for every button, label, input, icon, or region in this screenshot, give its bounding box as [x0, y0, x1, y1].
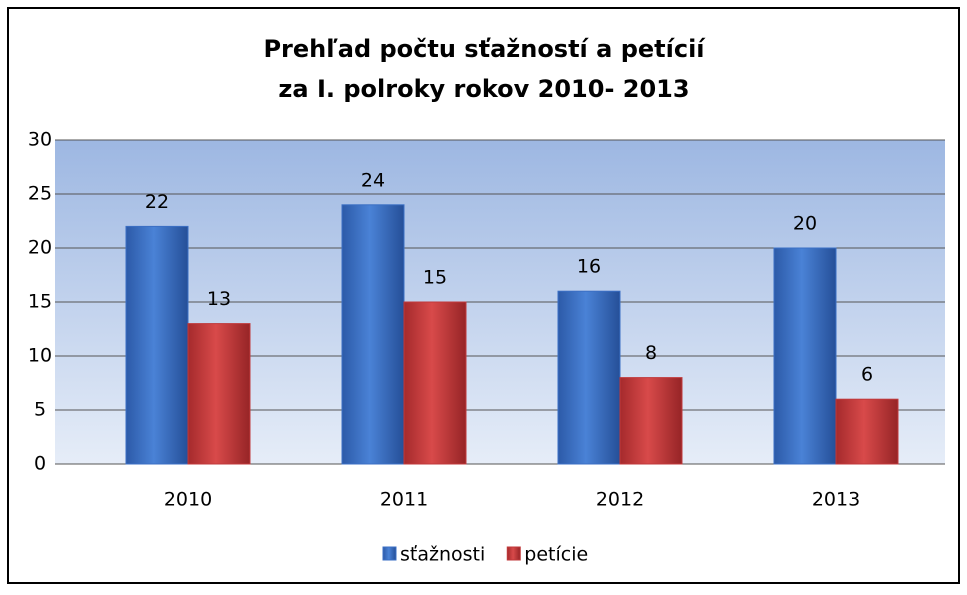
legend-label: sťažnosti	[400, 544, 485, 566]
data-label: 8	[645, 342, 657, 364]
data-label: 16	[577, 256, 601, 278]
bar	[835, 398, 899, 465]
y-tick-label: 20	[28, 237, 52, 259]
chart-title: za I. polroky rokov 2010- 2013	[278, 75, 689, 103]
bar	[341, 204, 405, 465]
legend-swatch	[506, 546, 521, 561]
data-label: 13	[207, 288, 231, 310]
bar	[773, 247, 837, 465]
y-tick-label: 0	[34, 453, 46, 475]
data-label: 22	[145, 191, 169, 213]
y-tick-label: 10	[28, 345, 52, 367]
legend-label: petície	[524, 544, 588, 566]
y-tick-label: 5	[34, 399, 46, 421]
bar	[187, 323, 251, 465]
x-tick-label: 2013	[812, 489, 860, 511]
data-label: 15	[423, 267, 447, 289]
data-label: 20	[793, 213, 817, 235]
y-tick-label: 25	[28, 183, 52, 205]
data-label: 24	[361, 169, 385, 191]
x-tick-label: 2011	[380, 489, 428, 511]
chart-title: Prehľad počtu sťažností a petícií	[263, 35, 706, 63]
legend-swatch	[382, 546, 397, 561]
y-tick-label: 30	[28, 129, 52, 151]
bar	[125, 225, 189, 465]
y-tick-label: 15	[28, 291, 52, 313]
bar	[619, 377, 683, 465]
x-tick-label: 2012	[596, 489, 644, 511]
data-label: 6	[861, 364, 873, 386]
bar	[557, 290, 621, 465]
x-tick-label: 2010	[164, 489, 212, 511]
bar	[403, 301, 467, 465]
